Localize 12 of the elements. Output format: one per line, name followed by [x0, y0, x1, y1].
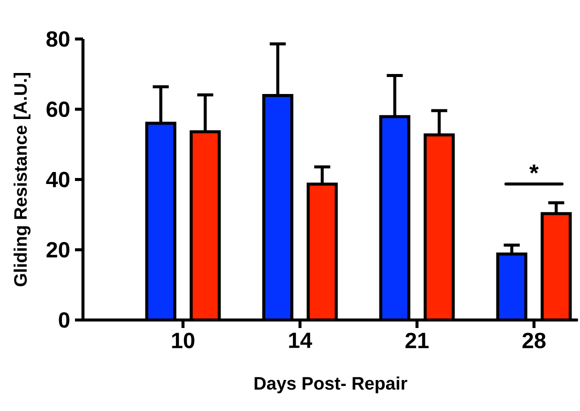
- y-tick-label: 80: [46, 31, 70, 47]
- x-tick-label: 28: [522, 332, 546, 348]
- annotation: *: [529, 164, 539, 174]
- y-tick-label: 60: [46, 101, 70, 118]
- y-tick-label: 0: [58, 312, 70, 328]
- x-tick-label: 14: [289, 332, 312, 348]
- x-tick-label: 10: [172, 332, 194, 348]
- x-axis-title: Days Post- Repair: [254, 376, 408, 394]
- x-tick-label: 21: [406, 332, 429, 348]
- y-tick-label: 20: [46, 242, 70, 258]
- y-tick-label: 40: [46, 172, 70, 188]
- y-axis-title: Gliding Resistance [A.U.]: [14, 73, 31, 286]
